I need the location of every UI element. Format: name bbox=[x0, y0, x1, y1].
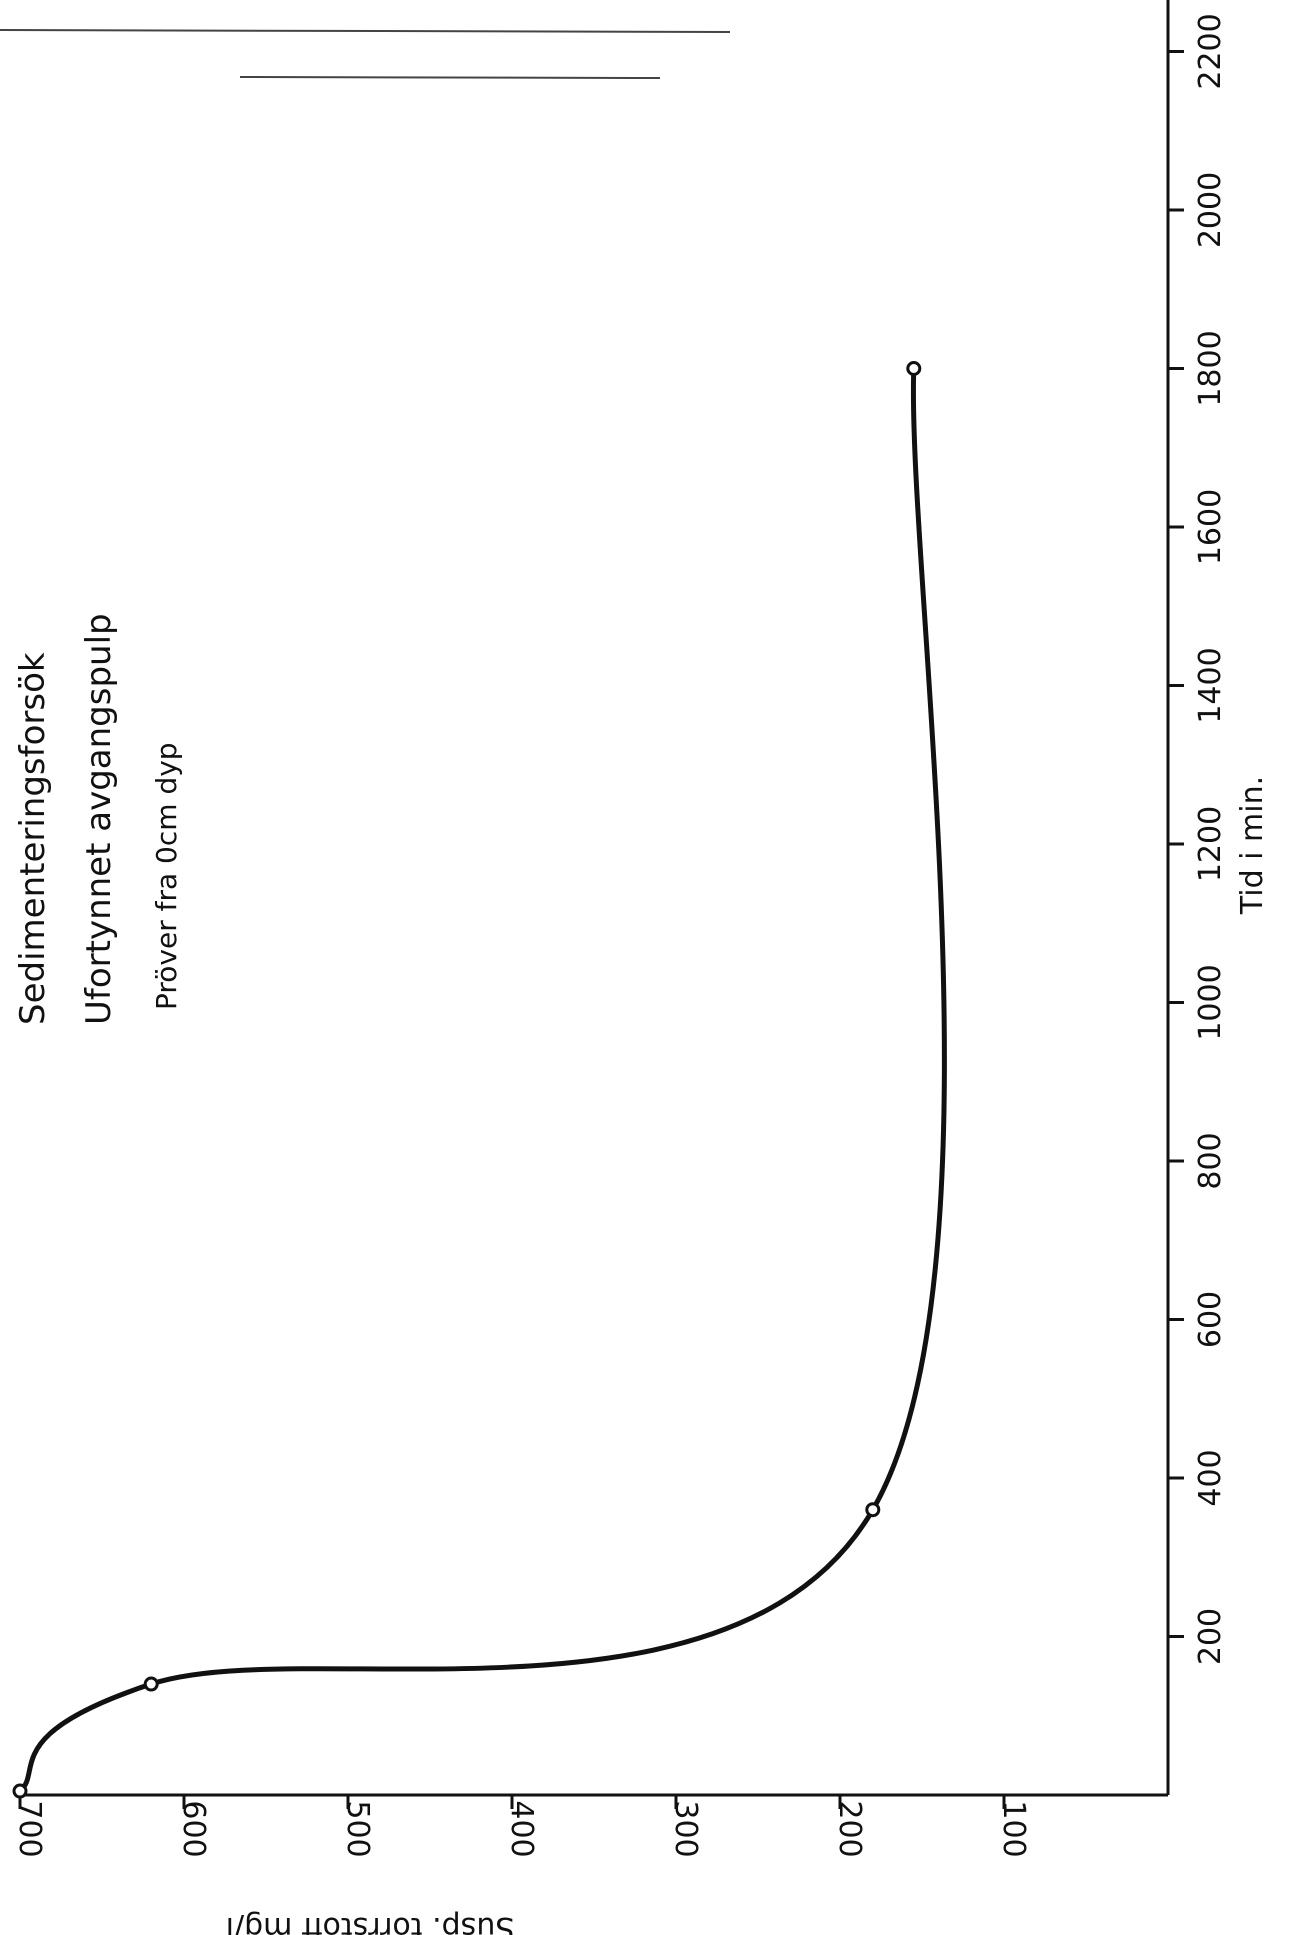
data-points bbox=[12, 361, 922, 1799]
chart-title-line-3: Pröver fra 0cm dyp bbox=[150, 742, 183, 1010]
chart-title-line-1: Sedimenteringsforsök bbox=[13, 652, 53, 1025]
data-point bbox=[12, 1783, 28, 1799]
y-axis-title: Susp. törrstoff mg/l bbox=[226, 1910, 515, 1935]
x-tick-label: 1800 bbox=[1193, 330, 1228, 406]
x-tick-label: 2000 bbox=[1193, 172, 1228, 248]
x-tick-label: 1200 bbox=[1193, 806, 1228, 882]
chart-title-line-2: Ufortynnet avgangspulp bbox=[79, 613, 119, 1025]
x-tick-label: 600 bbox=[1193, 1291, 1228, 1348]
x-tick-label: 2200 bbox=[1193, 13, 1228, 89]
x-tick-label: 1400 bbox=[1193, 647, 1228, 723]
x-tick-label: 1000 bbox=[1193, 964, 1228, 1040]
y-axis-ticks: 700 600 500 400 300 200 100 bbox=[12, 1795, 1031, 1858]
data-point bbox=[143, 1676, 159, 1692]
scan-artifact-line bbox=[0, 29, 731, 33]
x-axis-ticks: 200 400 600 800 1000 1200 1400 1600 1800 2000 2200 bbox=[1168, 13, 1228, 1665]
y-tick-label: 700 bbox=[12, 1800, 47, 1857]
data-point bbox=[865, 1502, 881, 1518]
scan-artifact-line bbox=[239, 76, 661, 79]
x-tick-label: 1600 bbox=[1193, 489, 1228, 565]
y-tick-label: 600 bbox=[176, 1800, 211, 1857]
y-tick-label: 400 bbox=[504, 1800, 539, 1857]
series-line bbox=[17, 366, 947, 1794]
x-tick-label: 400 bbox=[1193, 1449, 1228, 1506]
y-tick-label: 200 bbox=[832, 1800, 867, 1857]
x-tick-label: 200 bbox=[1193, 1608, 1228, 1665]
y-tick-label: 300 bbox=[668, 1800, 703, 1857]
y-tick-label: 100 bbox=[996, 1800, 1031, 1857]
x-tick-label: 800 bbox=[1193, 1132, 1228, 1189]
data-point bbox=[906, 361, 922, 376]
x-axis-title: Tid i min. bbox=[1235, 776, 1270, 915]
y-tick-label: 500 bbox=[340, 1800, 375, 1857]
